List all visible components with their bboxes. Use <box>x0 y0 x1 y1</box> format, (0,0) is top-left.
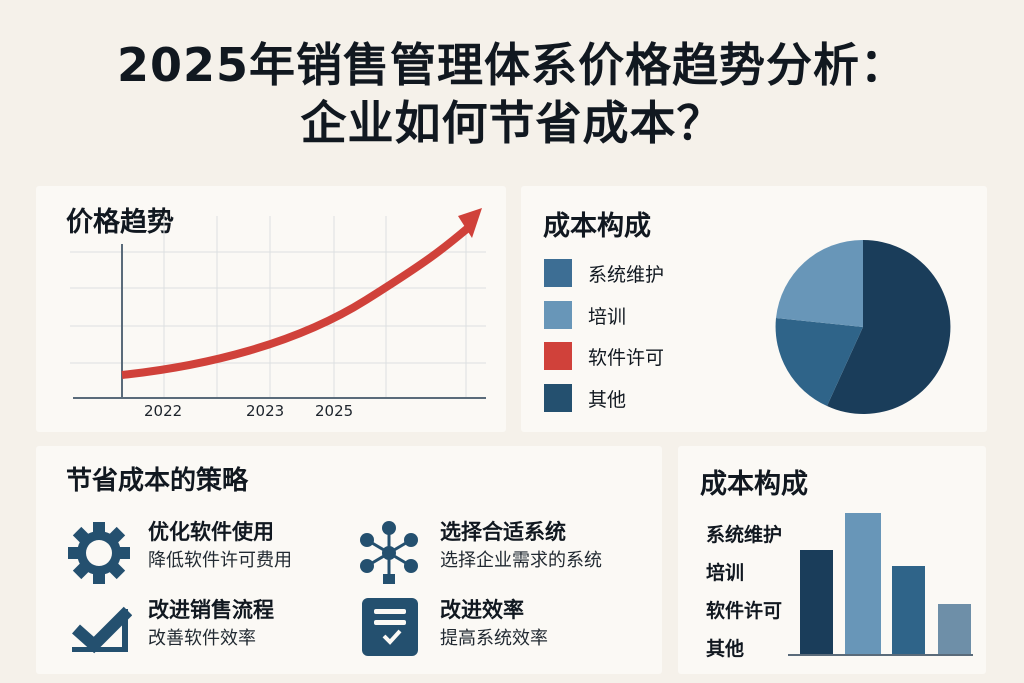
strategy-title: 改进销售流程 <box>148 598 274 622</box>
cost-pie-chart <box>775 239 951 414</box>
strategy-improve-sales: 改进销售流程 改善软件效率 <box>148 596 274 652</box>
legend-item-license: 软件许可 <box>544 342 664 370</box>
strategy-improve-efficiency: 改进效率 提高系统效率 <box>440 596 548 652</box>
pie-slice-dark <box>827 239 951 414</box>
strategies-title: 节省成本的策略 <box>66 466 249 496</box>
grid-lines <box>70 216 486 397</box>
strategy-choose-system: 选择合适系统 选择企业需求的系统 <box>440 518 602 574</box>
legend-item-other: 其他 <box>544 384 626 412</box>
price-trend-chart <box>70 208 486 399</box>
check-chart-icon <box>72 606 132 654</box>
bar-label-training: 培训 <box>706 562 745 584</box>
bar-label-other: 其他 <box>706 638 745 660</box>
cost-pie-title: 成本构成 <box>543 211 651 242</box>
legend-swatch <box>544 301 572 329</box>
strategy-subtitle: 选择企业需求的系统 <box>440 550 602 571</box>
cost-bar-panel: 成本构成 系统维护 培训 软件许可 其他 <box>678 446 986 674</box>
cost-bar-title: 成本构成 <box>700 469 808 500</box>
legend-label: 软件许可 <box>588 346 665 369</box>
checklist-icon <box>362 598 418 656</box>
price-trend-title: 价格趋势 <box>66 207 174 238</box>
strategy-optimize-software: 优化软件使用 降低软件许可费用 <box>148 518 292 574</box>
pie-slice-light <box>776 239 863 327</box>
legend-label: 其他 <box>588 388 627 411</box>
legend-item-training: 培训 <box>544 301 626 329</box>
title-line-1: 2025年销售管理体系价格趋势分析： <box>116 38 908 92</box>
legend-label: 培训 <box>588 305 627 328</box>
strategy-title: 优化软件使用 <box>148 520 274 544</box>
gear-icon <box>68 522 130 584</box>
legend-swatch <box>544 384 572 412</box>
title-line-2: 企业如何节省成本？ <box>300 96 724 150</box>
bar-label-maintenance: 系统维护 <box>706 524 783 546</box>
network-icon <box>360 521 418 584</box>
legend-label: 系统维护 <box>588 263 665 286</box>
strategy-title: 选择合适系统 <box>440 520 566 544</box>
bar-training <box>845 513 881 655</box>
legend-item-maintenance: 系统维护 <box>544 259 664 287</box>
legend-swatch <box>544 342 572 370</box>
bar-license <box>892 566 925 655</box>
x-tick-2022: 2022 <box>144 402 183 420</box>
strategy-subtitle: 降低软件许可费用 <box>148 550 292 571</box>
cost-pie-panel: 成本构成 系统维护 培训 软件许可 其他 <box>521 186 987 432</box>
price-trend-panel: 价格趋势 2022 2023 2025 <box>36 186 506 432</box>
trend-line <box>121 224 471 379</box>
bar-label-license: 软件许可 <box>706 600 783 622</box>
strategies-panel: 节省成本的策略 优化软件使用 降低软件许可费用 <box>36 446 662 674</box>
strategy-subtitle: 改善软件效率 <box>148 628 256 649</box>
pie-slice-mid <box>775 318 863 406</box>
x-tick-2023: 2023 <box>246 402 285 420</box>
cost-bar-chart <box>788 513 973 656</box>
bar-maintenance <box>800 550 833 655</box>
strategy-title: 改进效率 <box>440 598 524 622</box>
strategy-subtitle: 提高系统效率 <box>440 628 548 649</box>
page-title: 2025年销售管理体系价格趋势分析： 企业如何节省成本？ <box>0 36 1024 152</box>
x-tick-2025: 2025 <box>315 402 354 420</box>
bar-other <box>938 604 971 655</box>
trend-arrow-head <box>458 208 482 238</box>
legend-swatch <box>544 259 572 287</box>
